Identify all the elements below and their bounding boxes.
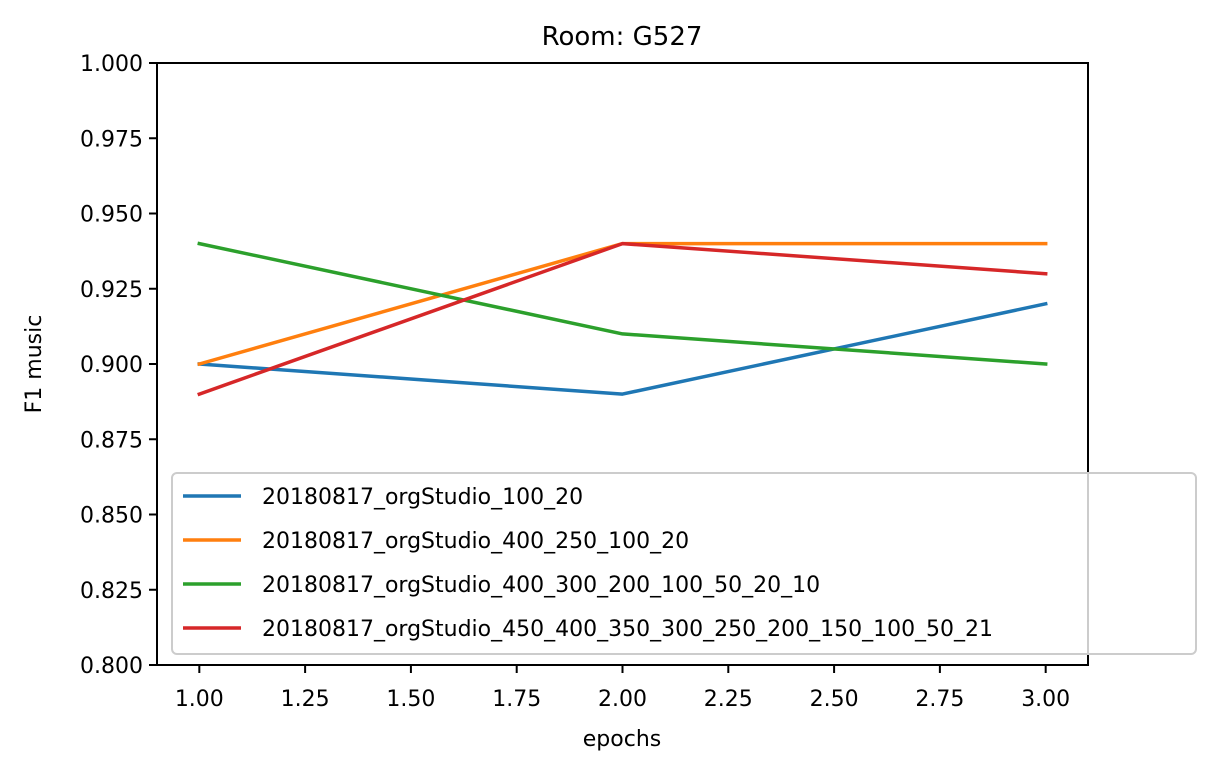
y-tick-label: 0.950 <box>80 203 143 228</box>
x-tick-label: 3.00 <box>1021 687 1070 712</box>
series-line-4 <box>197 241 1048 397</box>
legend-label-3: 20180817_orgStudio_400_300_200_100_50_20… <box>262 573 820 598</box>
x-tick-label: 2.25 <box>704 687 753 712</box>
x-tick-label: 1.75 <box>492 687 541 712</box>
y-tick-label: 0.975 <box>80 127 143 152</box>
y-axis: 0.800 0.825 0.850 0.875 0.900 0.925 0.950 0.975… <box>80 52 157 679</box>
legend-box <box>171 472 1197 655</box>
legend-label-2: 20180817_orgStudio_400_250_100_20 <box>262 529 689 554</box>
y-tick-label: 1.000 <box>80 52 143 77</box>
series-line-3 <box>197 241 1048 366</box>
x-tick-label: 1.50 <box>386 687 435 712</box>
y-tick-label: 0.850 <box>80 504 143 529</box>
y-tick-label: 0.825 <box>80 579 143 604</box>
legend-label-4: 20180817_orgStudio_450_400_350_300_250_2… <box>262 617 993 642</box>
x-axis: 1.00 1.25 1.50 1.75 2.00 2.25 2.50 2.75 3.00 <box>175 665 1070 712</box>
series-layer <box>197 241 1048 397</box>
y-tick-label: 0.900 <box>80 353 143 378</box>
x-tick-label: 1.25 <box>281 687 330 712</box>
legend-label-1: 20180817_orgStudio_100_20 <box>262 485 583 510</box>
chart-title: Room: G527 <box>542 22 703 52</box>
y-tick-label: 0.800 <box>80 654 143 679</box>
x-axis-title: epochs <box>583 727 661 752</box>
x-tick-label: 2.00 <box>598 687 647 712</box>
x-tick-label: 1.00 <box>175 687 224 712</box>
x-tick-label: 2.50 <box>810 687 859 712</box>
y-axis-title: F1 music <box>22 315 47 414</box>
x-tick-label: 2.75 <box>915 687 964 712</box>
legend-entries: 20180817_orgStudio_100_20 20180817_orgStu… <box>183 485 993 642</box>
y-tick-label: 0.925 <box>80 278 143 303</box>
y-tick-label: 0.875 <box>80 428 143 453</box>
legend: 20180817_orgStudio_100_20 20180817_orgStu… <box>171 472 1197 655</box>
series-line-1 <box>197 301 1048 396</box>
